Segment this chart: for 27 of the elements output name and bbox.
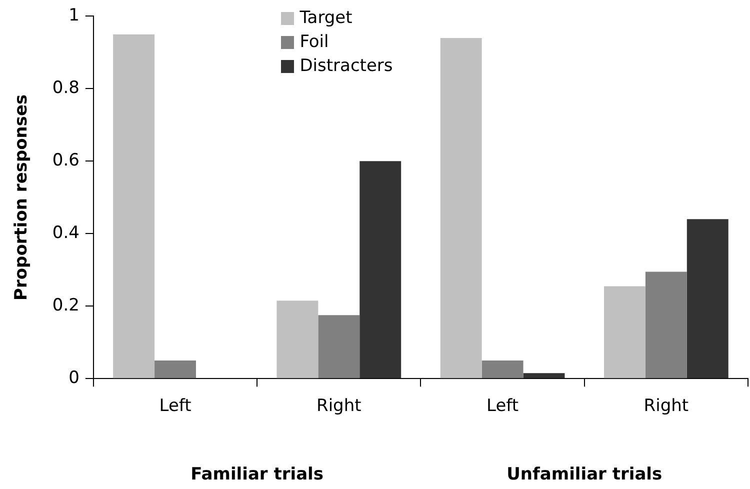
legend-label: Foil (300, 32, 329, 52)
bar (276, 300, 318, 378)
bar (523, 373, 565, 378)
y-tick-label: 0 (68, 368, 80, 388)
bar (113, 34, 155, 378)
y-tick-label: 0.2 (52, 296, 80, 316)
bar (604, 286, 646, 378)
y-tick-label: 0.8 (52, 78, 80, 98)
bar (154, 360, 196, 378)
bar (482, 360, 524, 378)
y-axis-title: Proportion responses (12, 94, 32, 300)
y-tick-label: 1 (68, 6, 80, 26)
bar (318, 315, 360, 378)
legend-label: Distracters (300, 56, 393, 76)
y-tick-label: 0.6 (52, 150, 80, 171)
x-tick-label: Left (486, 396, 519, 416)
bar (645, 272, 687, 378)
bar (440, 38, 482, 378)
text: Familiar trials (190, 464, 324, 484)
text: Unfamiliar trials (506, 464, 662, 484)
bar (686, 219, 728, 378)
legend-label: Target (300, 8, 352, 28)
y-tick-label: 0.4 (52, 223, 80, 244)
x-tick-label: Right (316, 396, 362, 416)
bar (360, 161, 402, 378)
x-tick-label: Left (159, 396, 192, 416)
x-tick-label: Right (644, 396, 689, 416)
